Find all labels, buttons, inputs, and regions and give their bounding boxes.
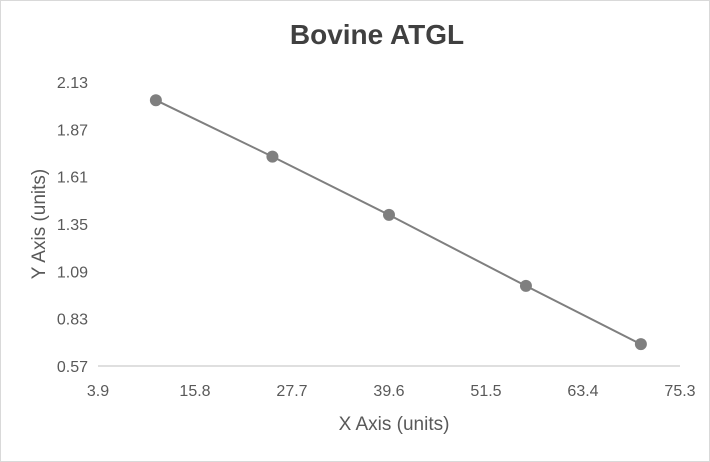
- y-tick-label: 1.61: [57, 170, 88, 187]
- data-point: [149, 94, 162, 107]
- x-axis-label: X Axis (units): [339, 414, 450, 435]
- x-tick-label: 39.6: [373, 383, 404, 400]
- series-line: [155, 99, 642, 346]
- data-point: [266, 150, 279, 163]
- y-axis-label: Y Axis (units): [29, 169, 50, 280]
- y-tick-labels: 0.57 0.83 1.09 1.35 1.61 1.87 2.13: [57, 75, 88, 376]
- data-point: [634, 338, 647, 351]
- data-point: [519, 279, 532, 292]
- x-tick-labels: 3.9 15.8 27.7 39.6 51.5 63.4 75.3: [87, 383, 696, 400]
- x-tick-label: 63.4: [567, 383, 598, 400]
- chart-title: Bovine ATGL: [290, 19, 464, 50]
- data-point: [383, 208, 395, 221]
- y-tick-label: 2.13: [57, 75, 88, 92]
- x-tick-label: 27.7: [276, 383, 307, 400]
- x-tick-label: 3.9: [87, 383, 109, 400]
- series-layer: [149, 94, 647, 351]
- y-tick-label: 0.57: [57, 359, 88, 376]
- x-tick-label: 51.5: [470, 383, 501, 400]
- x-tick-label: 15.8: [179, 383, 210, 400]
- x-tick-label: 75.3: [664, 383, 695, 400]
- y-tick-label: 1.35: [57, 217, 88, 234]
- y-tick-label: 0.83: [57, 312, 88, 329]
- y-tick-label: 1.09: [57, 264, 88, 281]
- y-tick-label: 1.87: [57, 122, 88, 139]
